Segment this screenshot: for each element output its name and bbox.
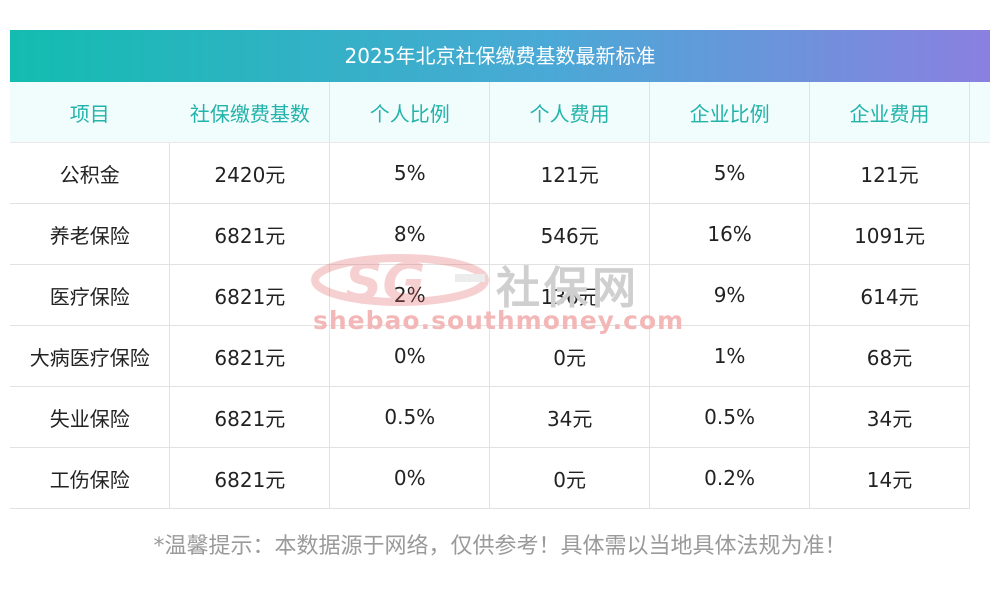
table-row: 公积金 2420元 5% 121元 5% 121元 xyxy=(10,142,970,204)
table-row: 养老保险 6821元 8% 546元 16% 1091元 xyxy=(10,203,970,265)
table-row: 大病医疗保险 6821元 0% 0元 1% 68元 xyxy=(10,325,970,387)
cell-company-rate: 1% xyxy=(649,325,811,387)
cell-company-rate: 16% xyxy=(649,203,811,265)
cell-personal-fee: 546元 xyxy=(489,203,651,265)
cell-personal-fee: 0元 xyxy=(489,325,651,387)
header-item: 项目 xyxy=(10,82,171,143)
cell-personal-rate: 5% xyxy=(329,142,491,204)
cell-company-fee: 68元 xyxy=(809,325,970,387)
cell-personal-rate: 0.5% xyxy=(329,386,491,448)
cell-personal-rate: 2% xyxy=(329,264,491,326)
cell-company-fee: 121元 xyxy=(809,142,970,204)
social-insurance-table: 项目 社保缴费基数 个人比例 个人费用 企业比例 企业费用 公积金 2420元 … xyxy=(10,82,970,509)
cell-company-rate: 5% xyxy=(649,142,811,204)
cell-base: 2420元 xyxy=(169,142,331,204)
cell-base: 6821元 xyxy=(169,386,331,448)
cell-base: 6821元 xyxy=(169,325,331,387)
cell-company-fee: 14元 xyxy=(809,447,970,509)
cell-company-rate: 0.2% xyxy=(649,447,811,509)
cell-item: 公积金 xyxy=(10,142,171,204)
table-row: 医疗保险 6821元 2% 136元 9% 614元 xyxy=(10,264,970,326)
cell-company-fee: 1091元 xyxy=(809,203,970,265)
cell-company-fee: 614元 xyxy=(809,264,970,326)
header-company-rate: 企业比例 xyxy=(649,82,811,143)
cell-personal-fee: 0元 xyxy=(489,447,651,509)
cell-item: 大病医疗保险 xyxy=(10,325,171,387)
cell-item: 失业保险 xyxy=(10,386,171,448)
cell-personal-fee: 34元 xyxy=(489,386,651,448)
cell-item: 工伤保险 xyxy=(10,447,171,509)
header-tail xyxy=(970,82,990,143)
cell-base: 6821元 xyxy=(169,264,331,326)
cell-base: 6821元 xyxy=(169,447,331,509)
cell-personal-fee: 121元 xyxy=(489,142,651,204)
table-row: 失业保险 6821元 0.5% 34元 0.5% 34元 xyxy=(10,386,970,448)
cell-item: 养老保险 xyxy=(10,203,171,265)
cell-personal-rate: 8% xyxy=(329,203,491,265)
disclaimer-note: *温馨提示：本数据源于网络，仅供参考！具体需以当地具体法规为准！ xyxy=(153,534,847,559)
table-row: 工伤保险 6821元 0% 0元 0.2% 14元 xyxy=(10,447,970,509)
cell-base: 6821元 xyxy=(169,203,331,265)
header-personal-fee: 个人费用 xyxy=(489,82,651,143)
header-personal-rate: 个人比例 xyxy=(329,82,491,143)
header-base: 社保缴费基数 xyxy=(169,82,331,143)
cell-personal-rate: 0% xyxy=(329,447,491,509)
cell-personal-rate: 0% xyxy=(329,325,491,387)
cell-item: 医疗保险 xyxy=(10,264,171,326)
cell-company-fee: 34元 xyxy=(809,386,970,448)
cell-company-rate: 0.5% xyxy=(649,386,811,448)
cell-company-rate: 9% xyxy=(649,264,811,326)
header-company-fee: 企业费用 xyxy=(809,82,970,143)
table-header-row: 项目 社保缴费基数 个人比例 个人费用 企业比例 企业费用 xyxy=(10,82,970,143)
table-title: 2025年北京社保缴费基数最新标准 xyxy=(10,30,990,82)
cell-personal-fee: 136元 xyxy=(489,264,651,326)
